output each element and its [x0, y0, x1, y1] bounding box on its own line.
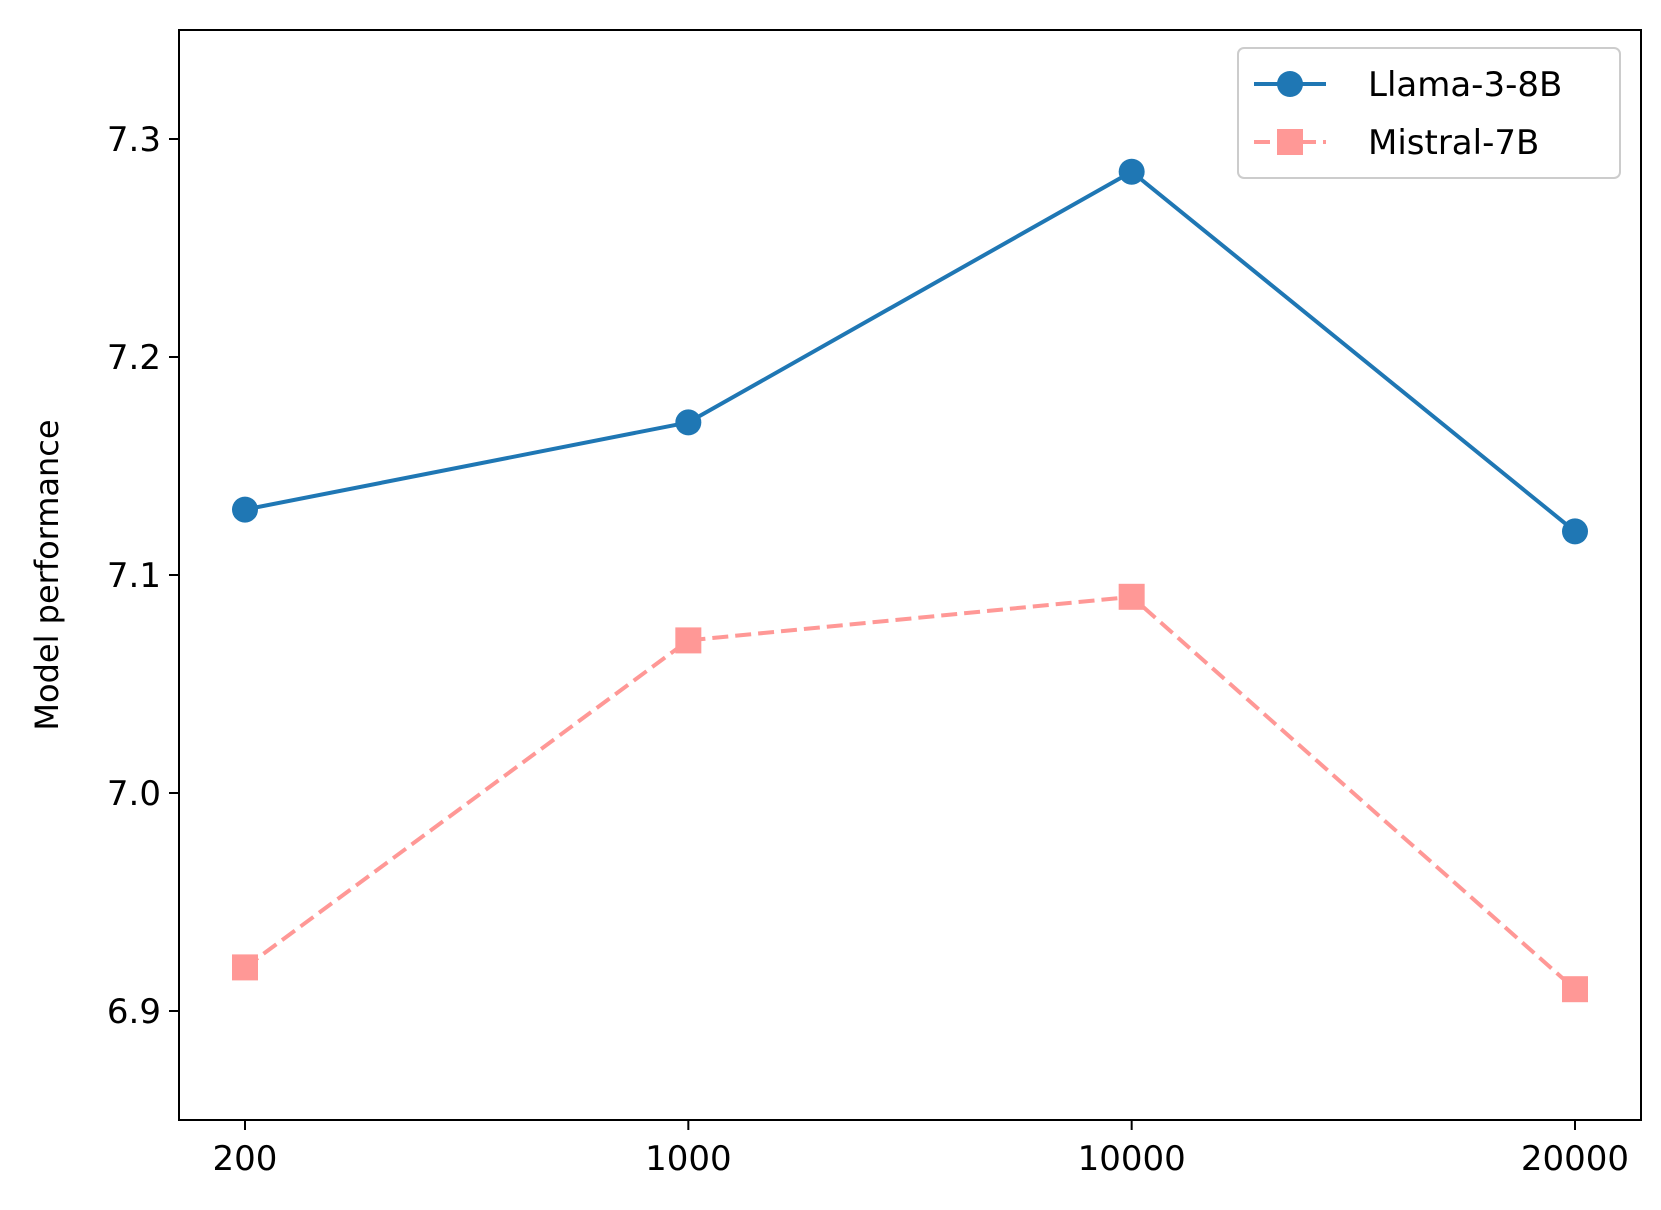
legend-label-0: Llama-3-8B [1368, 65, 1562, 105]
series-1-point [675, 627, 702, 654]
series-0-point [1562, 518, 1588, 545]
series-1-point [1118, 583, 1145, 610]
legend-label-1: Mistral-7B [1368, 123, 1539, 163]
y-tick-label: 7.3 [107, 120, 161, 160]
legend: Llama-3-8B Mistral-7B [1237, 47, 1621, 179]
x-tick-label: 200 [213, 1139, 278, 1179]
series-0-point [232, 496, 258, 523]
series-line-0 [244, 169, 1577, 533]
series-0-point [1118, 158, 1145, 185]
x-tick-label: 10000 [1078, 1139, 1186, 1179]
legend-marker-0 [1277, 71, 1303, 97]
y-tick-label: 6.9 [107, 992, 161, 1032]
series-layer [232, 158, 1588, 1003]
series-0-point [675, 409, 702, 436]
series-1-point [1562, 976, 1588, 1003]
y-axis-label: Model performance [28, 419, 66, 730]
x-axis: 200 1000 10000 20000 [213, 1120, 1629, 1179]
legend-box [1237, 47, 1621, 179]
legend-marker-1 [1277, 129, 1303, 155]
x-tick-label: 20000 [1521, 1139, 1629, 1179]
y-tick-label: 7.0 [107, 774, 161, 814]
series-line-1 [243, 594, 1577, 991]
x-tick-label: 1000 [645, 1139, 732, 1179]
y-tick-label: 7.2 [107, 338, 161, 378]
y-axis: 6.9 7.0 7.1 7.2 7.3 [107, 120, 179, 1032]
y-tick-label: 7.1 [107, 556, 161, 596]
series-1-point [232, 954, 258, 981]
